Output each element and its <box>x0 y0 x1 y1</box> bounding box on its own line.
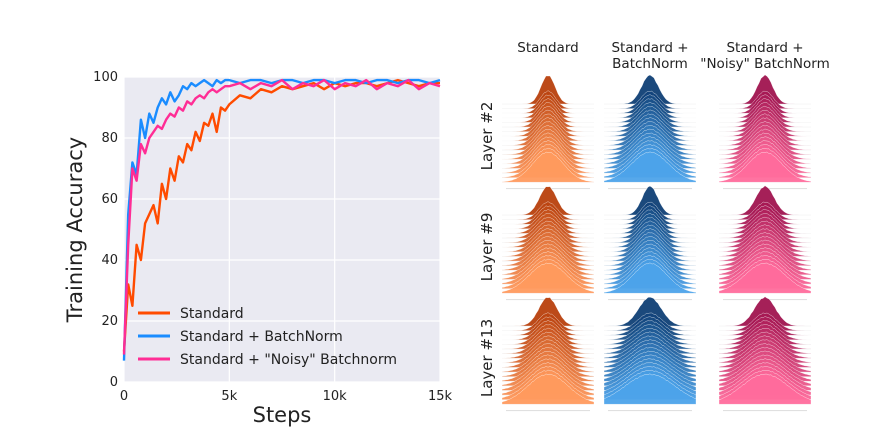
ridge-curve <box>604 74 696 105</box>
y-tick-label: 20 <box>101 314 118 329</box>
ridge-cell <box>603 74 697 190</box>
series-line-noisy-batchnorm <box>122 78 441 355</box>
ridge-curve <box>502 186 594 216</box>
column-header: Standard + <box>611 40 688 56</box>
ridge-cell <box>501 186 595 301</box>
ridge-curve <box>502 297 594 327</box>
ridge-cell <box>501 297 595 412</box>
ridge-curve <box>718 151 812 183</box>
ridge-cell <box>603 297 697 412</box>
column-header: "Noisy" BatchNorm <box>700 56 829 72</box>
x-tick-label: 5k <box>221 389 237 404</box>
ridge-cell <box>501 75 595 190</box>
ridge-curve <box>718 373 812 405</box>
y-tick-label: 80 <box>101 131 118 146</box>
y-axis-label: Training Accuracy <box>63 137 87 323</box>
column-header: Standard <box>517 40 578 56</box>
row-label: Layer #9 <box>478 213 496 282</box>
ridge-curve <box>501 373 595 405</box>
x-axis-label: Steps <box>253 403 312 427</box>
accuracy-line-chart: 0 5k 10k 15k 0 20 40 60 80 100 Steps Training Ac… <box>63 70 453 427</box>
ridge-curve <box>719 74 811 105</box>
gridlines <box>123 76 441 383</box>
x-tick-label: 15k <box>428 389 453 404</box>
ridge-curve <box>603 262 697 294</box>
y-tick-label: 100 <box>93 70 118 85</box>
ridge-curve <box>501 151 595 183</box>
column-header: Standard + <box>726 40 803 56</box>
ridge-cell <box>718 74 812 190</box>
y-tick-label: 60 <box>101 192 118 207</box>
row-label: Layer #2 <box>478 102 496 171</box>
y-ticks: 0 20 40 60 80 100 <box>93 70 118 390</box>
series-line-batchnorm <box>122 78 441 361</box>
y-tick-label: 0 <box>110 375 118 390</box>
series-lines <box>122 78 441 361</box>
ridge-cell <box>718 296 812 412</box>
plot-area <box>124 77 440 382</box>
ridge-cell <box>718 185 812 301</box>
legend-label: Standard + BatchNorm <box>180 329 343 345</box>
legend-label: Standard <box>180 306 244 322</box>
ridge-curve <box>718 262 812 294</box>
ridge-curve <box>603 373 697 405</box>
ridge-curve <box>719 185 811 216</box>
ridge-curve <box>719 296 811 327</box>
y-tick-label: 40 <box>101 253 118 268</box>
ridge-curve <box>604 297 696 327</box>
x-tick-label: 10k <box>323 389 348 404</box>
legend: Standard Standard + BatchNorm Standard + "… <box>138 306 397 368</box>
column-header: BatchNorm <box>612 56 688 72</box>
row-label: Layer #13 <box>478 319 496 397</box>
ridge-curve <box>604 185 696 216</box>
x-ticks: 0 5k 10k 15k <box>120 389 453 404</box>
ridge-curve <box>501 262 595 294</box>
ridge-cell <box>603 185 697 301</box>
ridge-curve <box>603 151 697 183</box>
x-tick-label: 0 <box>120 389 128 404</box>
legend-label: Standard + "Noisy" Batchnorm <box>180 352 397 368</box>
ridge-curve <box>502 75 594 105</box>
